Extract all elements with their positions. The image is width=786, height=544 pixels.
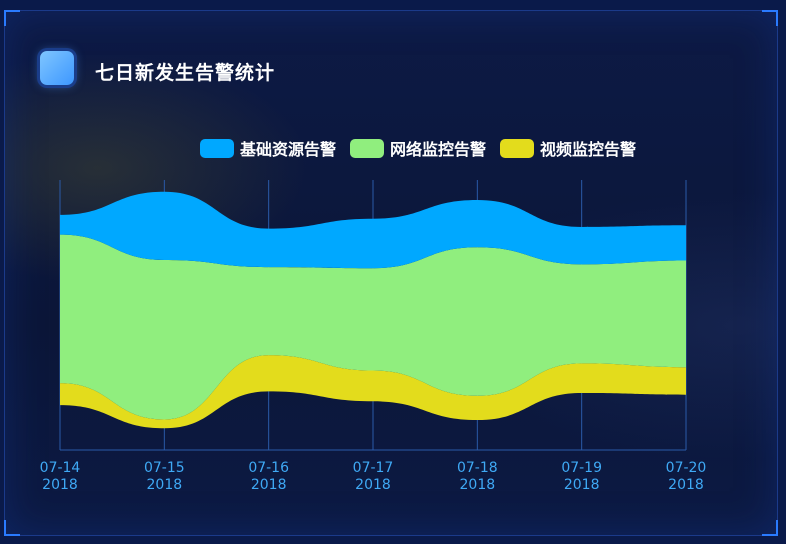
x-tick-year: 2018 (564, 477, 600, 493)
corner-bottom-left (4, 520, 20, 536)
legend-item-2[interactable]: 网络监控告警 (350, 136, 486, 160)
legend-swatch (500, 138, 535, 158)
legend-label: 网络监控告警 (390, 140, 487, 159)
legend-label: 基础资源告警 (240, 140, 337, 159)
x-tick-date: 07-15 (144, 460, 185, 476)
legend-swatch (200, 138, 234, 158)
title-square-icon (40, 51, 74, 85)
river-band-3[interactable] (60, 191, 686, 269)
chart-title: 七日新发生告警统计 (95, 62, 276, 84)
legend-item-3[interactable]: 视频监控告警 (500, 136, 636, 160)
x-tick-year: 2018 (460, 477, 496, 493)
legend-label: 视频监控告警 (540, 140, 637, 159)
corner-top-right (762, 10, 778, 26)
x-tick-year: 2018 (355, 477, 391, 493)
x-tick-year: 2018 (251, 477, 287, 493)
x-tick-date: 07-17 (353, 460, 394, 476)
river-band-2[interactable] (60, 234, 686, 420)
corner-bottom-right (762, 520, 778, 536)
river-band-1[interactable] (60, 355, 686, 429)
x-tick-date: 07-19 (561, 460, 602, 476)
legend: 基础资源告警 网络监控告警 视频监控告警 (200, 136, 650, 160)
x-tick-date: 07-16 (248, 460, 289, 476)
x-tick-year: 2018 (42, 477, 78, 493)
x-tick-date: 07-14 (40, 460, 81, 476)
legend-swatch (350, 138, 385, 158)
legend-item-1[interactable]: 基础资源告警 (200, 136, 336, 160)
x-tick-year: 2018 (668, 477, 704, 493)
x-tick-date: 07-20 (666, 460, 707, 476)
x-tick-year: 2018 (147, 477, 183, 493)
x-tick-date: 07-18 (457, 460, 498, 476)
corner-top-left (4, 10, 20, 26)
